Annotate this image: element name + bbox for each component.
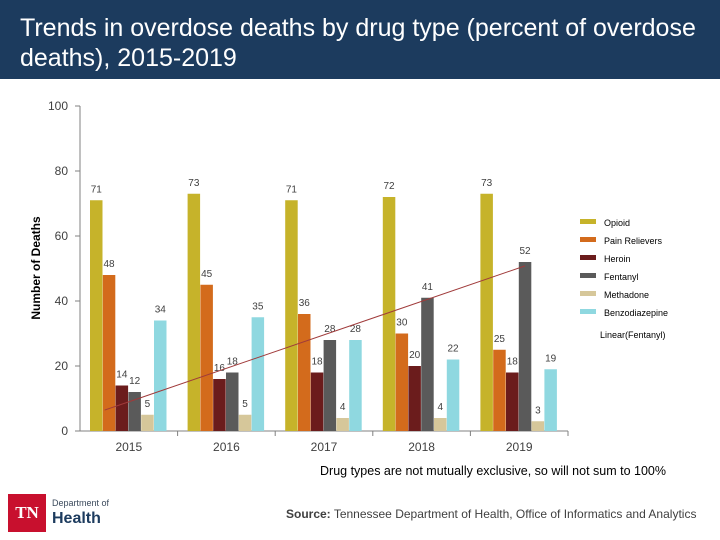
bar-fentanyl (226, 372, 239, 431)
bar-opioid (480, 193, 493, 431)
data-label: 71 (91, 184, 103, 195)
bar-benzodiazepine (349, 340, 362, 431)
bar-methadone (434, 418, 447, 431)
legend-label: Fentanyl (604, 272, 639, 282)
bar-heroin (115, 385, 129, 431)
bar-pain-relievers (395, 333, 409, 431)
chart-note: Drug types are not mutually exclusive, s… (320, 464, 666, 478)
data-label: 71 (286, 184, 298, 195)
y-tick-label: 60 (55, 229, 69, 243)
data-label: 34 (155, 305, 167, 316)
y-axis-title: Number of Deaths (29, 216, 43, 320)
bar-pain-relievers (102, 275, 116, 431)
x-tick-label: 2018 (408, 440, 435, 454)
data-label: 22 (447, 344, 459, 355)
data-label: 52 (519, 246, 531, 257)
bar-opioid (382, 197, 396, 431)
data-label: 14 (116, 370, 128, 381)
y-tick-label: 80 (55, 164, 69, 178)
slide-title: Trends in overdose deaths by drug type (… (20, 14, 696, 72)
data-label: 16 (214, 363, 226, 374)
data-label: 28 (324, 324, 336, 335)
legend-label: Benzodiazepine (604, 308, 668, 318)
data-label: 18 (507, 357, 519, 368)
data-label: 41 (422, 282, 434, 293)
x-tick-label: 2016 (213, 440, 240, 454)
data-label: 5 (242, 399, 248, 410)
legend-label: Pain Relievers (604, 236, 663, 246)
data-label: 20 (409, 350, 421, 361)
logo-dept-text: Department of (52, 498, 110, 508)
bar-methadone (336, 418, 349, 431)
bar-methadone (531, 421, 545, 431)
data-label: 28 (350, 324, 362, 335)
legend-swatch-heroin (580, 255, 596, 260)
legend-swatch-methadone (580, 291, 596, 296)
bar-methadone (238, 414, 252, 431)
data-label: 12 (129, 376, 141, 387)
bar-opioid (285, 200, 298, 431)
data-label: 18 (311, 357, 323, 368)
bar-pain-relievers (200, 284, 213, 431)
bar-benzodiazepine (251, 317, 265, 431)
legend-swatch-benzodiazepine (580, 309, 596, 314)
legend-label: Heroin (604, 254, 631, 264)
data-label: 73 (188, 178, 200, 189)
bar-fentanyl (518, 262, 532, 431)
bar-fentanyl (128, 392, 141, 431)
legend-label: Opioid (604, 218, 630, 228)
data-label: 35 (252, 301, 264, 312)
bar-heroin (310, 372, 324, 431)
bar-pain-relievers (298, 314, 311, 431)
legend-swatch-opioid (580, 219, 596, 224)
y-tick-label: 40 (55, 294, 69, 308)
x-tick-label: 2017 (311, 440, 338, 454)
bar-pain-relievers (493, 349, 506, 431)
data-label: 45 (201, 269, 213, 280)
legend-swatch-fentanyl (580, 273, 596, 278)
y-tick-label: 20 (55, 359, 69, 373)
data-label: 30 (396, 318, 408, 329)
source-label: Source: (286, 507, 331, 521)
bar-heroin (506, 372, 519, 431)
bar-methadone (141, 414, 154, 431)
legend-label: Methadone (604, 290, 649, 300)
fentanyl-trendline (104, 265, 526, 411)
bar-chart: 0 20 40 60 80 100 Number of Deaths 2015 71 48 1412… (29, 99, 668, 454)
logo-health-text: Health (52, 510, 101, 527)
data-label: 48 (103, 259, 115, 270)
bar-benzodiazepine (544, 369, 557, 431)
bar-opioid (90, 200, 103, 431)
legend-swatch-pain-relievers (580, 237, 596, 242)
data-label: 4 (340, 402, 346, 413)
tn-health-logo: TN Department of Health (8, 494, 128, 534)
title-bar: Trends in overdose deaths by drug type (… (0, 0, 720, 79)
bar-heroin (408, 366, 421, 431)
data-label: 18 (227, 357, 239, 368)
bar-benzodiazepine (446, 359, 460, 431)
bar-fentanyl (323, 340, 337, 431)
bar-fentanyl (421, 297, 434, 431)
data-label: 3 (535, 405, 541, 416)
y-tick-label: 100 (48, 99, 68, 113)
y-tick-label: 0 (61, 424, 68, 438)
tn-logo-mark: TN (8, 494, 46, 532)
source-text: Tennessee Department of Health, Office o… (333, 507, 697, 521)
x-tick-label: 2015 (115, 440, 142, 454)
data-label: 73 (481, 178, 493, 189)
bar-opioid (187, 193, 201, 431)
data-label: 19 (545, 353, 557, 364)
legend-label-trendline: Linear(Fentanyl) (600, 330, 666, 340)
bar-heroin (213, 379, 226, 431)
data-label: 72 (383, 181, 395, 192)
data-label: 5 (145, 399, 151, 410)
source-line: Source: Tennessee Department of Health, … (286, 507, 696, 521)
x-tick-label: 2019 (506, 440, 533, 454)
data-label: 36 (299, 298, 311, 309)
bar-benzodiazepine (154, 320, 167, 431)
data-label: 4 (437, 402, 443, 413)
data-label: 25 (494, 334, 506, 345)
